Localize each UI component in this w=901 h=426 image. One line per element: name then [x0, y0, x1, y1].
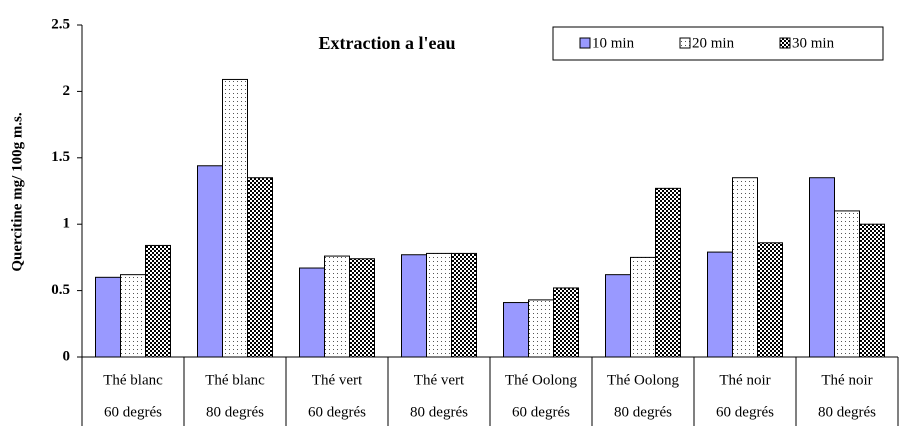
bar [553, 287, 579, 358]
x-tick-label: Thé noir [821, 372, 872, 388]
bar [222, 78, 248, 358]
bar [324, 255, 350, 358]
x-tick-label: Thé vert [414, 372, 465, 388]
bar [247, 177, 273, 358]
bar [120, 274, 146, 358]
bar [528, 299, 554, 358]
legend-swatch [779, 37, 791, 49]
x-tick-label: 60 degrés [308, 404, 366, 420]
bar [401, 254, 427, 358]
bar [145, 244, 171, 358]
x-tick-label: 80 degrés [410, 404, 468, 420]
x-tick-label: Thé Oolong [607, 372, 680, 388]
x-tick-label: Thé noir [719, 372, 770, 388]
bar [809, 177, 835, 358]
bar [732, 177, 758, 358]
chart-title: Extraction a l'eau [319, 33, 456, 53]
legend-swatch [579, 37, 591, 49]
x-tick-label: Thé blanc [205, 372, 265, 388]
x-tick-label: Thé blanc [103, 372, 163, 388]
bar [605, 274, 631, 358]
x-tick-label: Thé Oolong [505, 372, 578, 388]
bar [859, 223, 885, 358]
x-tick-label: 60 degrés [716, 404, 774, 420]
x-tick-label: 80 degrés [818, 404, 876, 420]
bar [834, 210, 860, 358]
legend-label: 10 min [592, 35, 635, 51]
bar [757, 242, 783, 358]
legend-box [552, 26, 884, 61]
x-tick-label: Thé vert [312, 372, 363, 388]
bar [707, 251, 733, 358]
y-tick-label: 0.5 [51, 282, 70, 298]
bar [503, 302, 529, 358]
x-tick-label: 60 degrés [512, 404, 570, 420]
bar [426, 252, 452, 358]
y-tick-label: 2.5 [51, 16, 70, 32]
x-tick-label: 80 degrés [206, 404, 264, 420]
bar [349, 258, 375, 358]
legend-label: 20 min [692, 35, 735, 51]
legend-swatch [679, 37, 691, 49]
y-tick-label: 1 [63, 216, 71, 232]
bar [451, 252, 477, 358]
bar [655, 187, 681, 358]
bar [197, 165, 223, 358]
y-tick-label: 2 [63, 83, 71, 99]
bar [299, 267, 325, 358]
bar [630, 256, 656, 358]
x-tick-label: 60 degrés [104, 404, 162, 420]
x-tick-label: 80 degrés [614, 404, 672, 420]
legend-label: 30 min [792, 35, 835, 51]
y-tick-label: 1.5 [51, 149, 70, 165]
y-axis-label: Quercitine mg/ 100g m.s. [9, 112, 25, 272]
bar [95, 276, 121, 358]
y-tick-label: 0 [63, 348, 71, 364]
